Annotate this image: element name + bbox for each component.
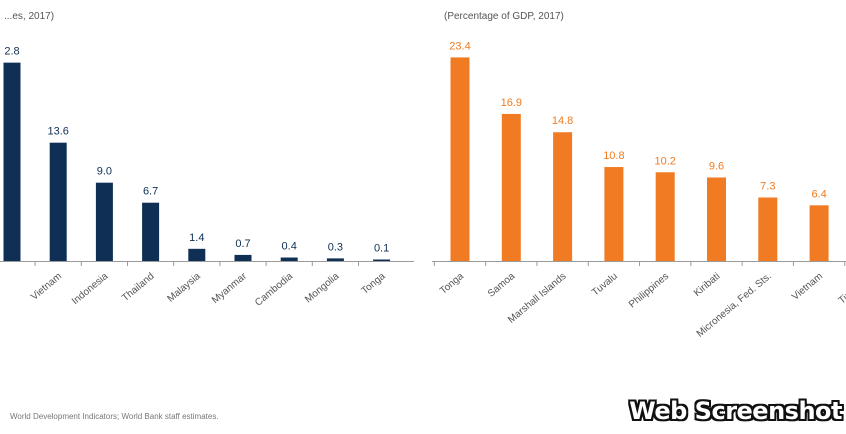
- bar: [234, 254, 252, 261]
- bar: [604, 167, 624, 261]
- value-label: 6.4: [811, 188, 826, 200]
- category-tick-label: Kiribati: [692, 271, 722, 299]
- value-label: 14.8: [552, 115, 573, 127]
- value-label: 2.8: [4, 46, 19, 58]
- value-label: 1.4: [189, 232, 204, 244]
- category-tick-label: Tuvalu: [590, 271, 620, 298]
- bar: [707, 177, 726, 261]
- bar: [280, 257, 298, 261]
- category-tick-label: Philippines: [627, 271, 671, 311]
- category-tick-label: Malaysia: [165, 271, 203, 305]
- value-label: 23.4: [449, 40, 470, 52]
- category-tick-label: Vietnam: [29, 271, 64, 303]
- bar: [450, 57, 470, 261]
- category-tick-label: Timor-L...: [837, 271, 846, 307]
- bar: [3, 62, 21, 261]
- left-chart-subtitle: ...es, 2017): [4, 11, 55, 22]
- value-label: 16.9: [501, 97, 522, 109]
- bar: [655, 172, 675, 261]
- bar: [142, 202, 160, 261]
- category-tick-label: Tonga: [438, 271, 466, 297]
- bar: [188, 248, 206, 261]
- source-note: World Development Indicators; World Bank…: [10, 412, 219, 421]
- bar: [95, 182, 113, 261]
- value-label: 10.2: [654, 155, 675, 167]
- value-label: 6.7: [143, 186, 158, 198]
- category-tick-label: Cambodia: [253, 271, 295, 309]
- bar: [809, 205, 829, 261]
- bar: [49, 142, 67, 261]
- value-label: 13.6: [47, 126, 68, 138]
- value-label: 9.0: [97, 166, 112, 178]
- watermark: Web Screenshot: [629, 397, 842, 425]
- category-tick-label: Samoa: [486, 271, 518, 300]
- value-label: 0.1: [374, 243, 389, 255]
- bar: [553, 132, 573, 261]
- bar: [758, 197, 778, 261]
- category-tick-label: Myanmar: [210, 270, 250, 306]
- value-label: 9.6: [709, 160, 724, 172]
- category-tick-label: Thailand: [120, 271, 156, 304]
- category-tick-label: Indonesia: [70, 271, 111, 308]
- category-tick-label: Vietnam: [790, 271, 825, 303]
- right-chart-subtitle: (Percentage of GDP, 2017): [444, 11, 564, 22]
- value-label: 7.3: [760, 180, 775, 192]
- value-label: 0.3: [328, 241, 343, 253]
- value-label: 0.4: [282, 241, 297, 253]
- chart-0: 2.8 13.6 Vietnam 9.0 Indonesia 6.7 Thailand 1.4…: [0, 46, 414, 309]
- bar: [373, 259, 391, 261]
- bar: [501, 113, 521, 261]
- category-tick-label: Mongolia: [303, 271, 341, 306]
- category-tick-label: Tonga: [360, 271, 388, 297]
- bar: [326, 258, 344, 261]
- value-label: 0.7: [235, 238, 250, 250]
- value-label: 10.8: [603, 150, 624, 162]
